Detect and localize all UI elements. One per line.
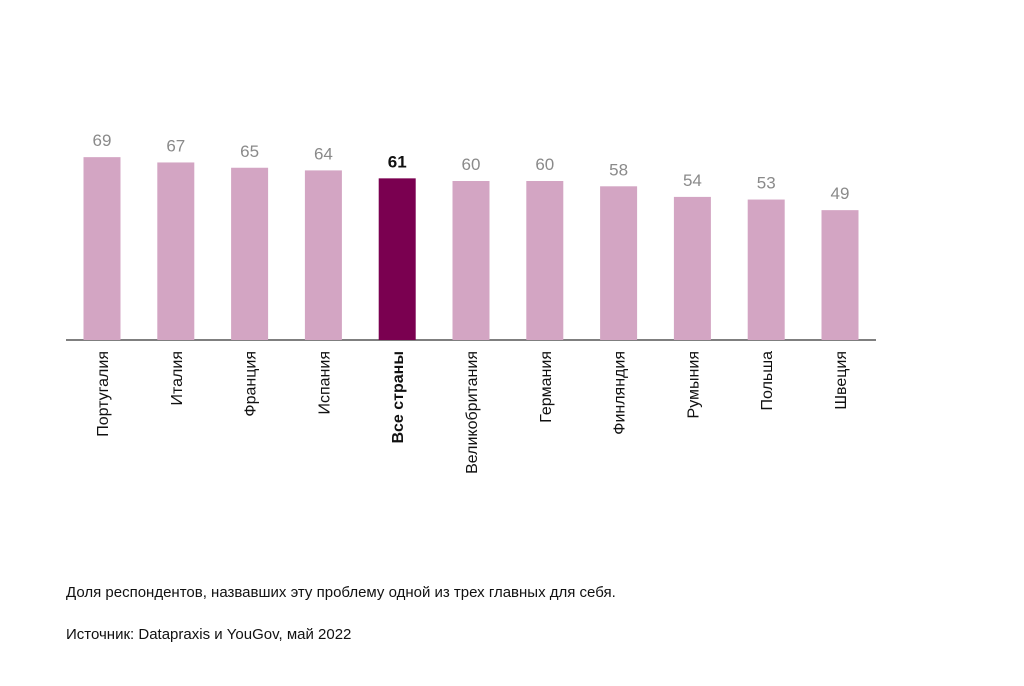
category-label: Все страны <box>390 351 407 444</box>
value-label: 65 <box>240 142 259 161</box>
bar <box>821 210 859 340</box>
bar <box>526 181 564 340</box>
chart-source: Источник: Datapraxis и YouGov, май 2022 <box>66 626 352 643</box>
category-label: Румыния <box>685 351 702 418</box>
bar <box>600 186 638 340</box>
category-label: Финляндия <box>612 351 629 435</box>
bar <box>304 170 342 340</box>
value-label: 58 <box>609 160 628 179</box>
category-label: Великобритания <box>464 351 481 474</box>
value-label: 61 <box>388 152 407 171</box>
value-label: 60 <box>462 155 481 174</box>
category-label: Германия <box>538 351 555 423</box>
value-label: 64 <box>314 144 333 163</box>
value-label: 49 <box>831 184 850 203</box>
category-label: Португалия <box>95 351 112 437</box>
bar <box>378 178 416 340</box>
bar <box>231 167 269 340</box>
category-label: Испания <box>316 351 333 415</box>
bar <box>83 157 121 340</box>
category-label: Франция <box>243 351 260 417</box>
bar <box>157 162 195 340</box>
bar <box>747 199 785 340</box>
category-label: Польша <box>759 351 776 411</box>
value-label: 60 <box>535 155 554 174</box>
bar <box>673 196 711 340</box>
bar-chart: 69 Португалия 67 Италия 65 Франция 64 Испания 61… <box>66 131 876 474</box>
chart-description: Доля респондентов, назвавших эту проблем… <box>66 584 616 601</box>
value-label: 54 <box>683 171 702 190</box>
value-label: 69 <box>93 131 112 150</box>
value-label: 53 <box>757 174 776 193</box>
bar <box>452 181 490 340</box>
category-label: Италия <box>169 351 186 405</box>
value-label: 67 <box>166 136 185 155</box>
category-label: Швеция <box>833 351 850 410</box>
